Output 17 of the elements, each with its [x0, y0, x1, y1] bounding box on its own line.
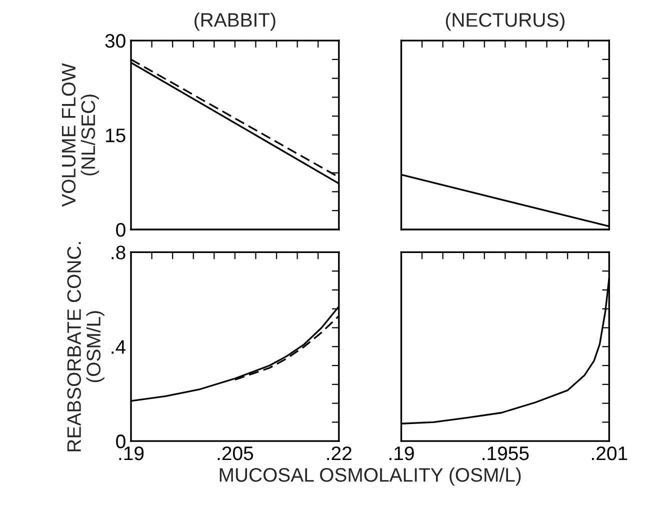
x-tick-label: .19: [119, 446, 144, 460]
x-tick-label: .22: [327, 446, 352, 460]
y-tick-label: 0: [116, 222, 126, 237]
x-tick-label: .201: [592, 446, 628, 460]
x-axis-title: MUCOSAL OSMOLALITY (OSM/L): [220, 468, 521, 486]
y-axis-title: VOLUME FLOW (NL/SEC): [62, 63, 99, 207]
y-tick-label: 15: [106, 128, 126, 142]
chart-title: (NECTURUS): [446, 12, 564, 31]
y-tick-label: .8: [112, 246, 126, 260]
x-tick-label: .205: [218, 446, 254, 460]
y-tick-label: 0: [116, 434, 126, 448]
y-axis-title: REABSORBATE CONC. (OSM/L): [67, 242, 104, 452]
x-tick-label: .19: [390, 446, 414, 460]
y-tick-label: 30: [105, 34, 126, 48]
chart-title: (RABBIT): [194, 12, 276, 31]
y-tick-label: .4: [112, 340, 126, 354]
x-tick-label: .1955: [482, 446, 529, 460]
